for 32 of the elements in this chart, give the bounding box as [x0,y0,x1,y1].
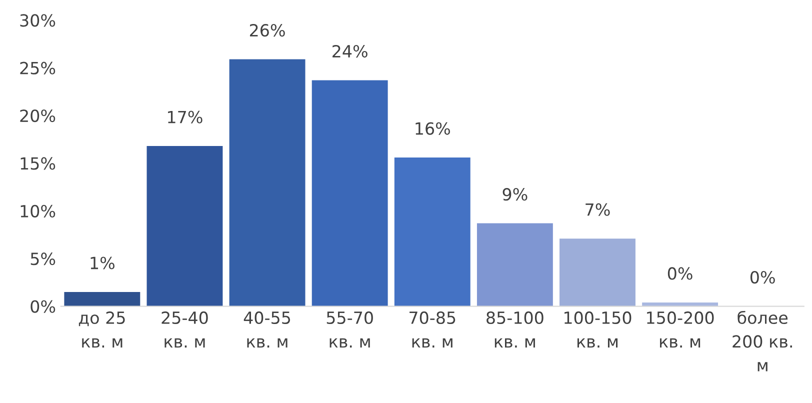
bar [312,80,388,306]
data-label: 17% [168,110,202,124]
bar [64,292,140,306]
y-tick-label: 15% [20,157,56,170]
x-tick-label: до 25 кв. м [78,311,125,348]
bar [476,223,553,306]
data-label: 0% [668,267,692,280]
data-label: 1% [90,256,114,270]
data-label: 0% [750,271,775,284]
bar [560,238,636,306]
data-label: 26% [250,24,285,37]
data-label: 9% [502,188,528,201]
x-tick-label: более 200 кв. м [732,310,792,372]
bar [394,157,470,306]
bar [229,59,306,306]
x-tick-label: 55-70 кв. м [326,311,373,348]
y-tick-label: 0% [30,300,56,313]
x-tick-label: 40-55 кв. м [244,311,290,348]
x-tick-label: 100-150 кв. м [564,311,632,348]
data-label: 16% [416,122,450,135]
y-tick-label: 10% [20,204,56,218]
x-tick-label: 150-200 кв. м [647,311,714,348]
y-tick-label: 5% [30,252,56,266]
x-tick-label: 85-100 кв. м [486,311,544,348]
x-tick-label: 70-85 кв. м [410,311,456,348]
x-tick-label: 25-40 кв. м [162,311,208,348]
y-tick-label: 30% [20,14,56,27]
data-label: 24% [332,44,368,58]
y-tick-label: 25% [20,62,56,74]
y-tick-label: 20% [20,109,56,122]
bar [146,146,223,306]
data-label: 7% [586,203,610,216]
